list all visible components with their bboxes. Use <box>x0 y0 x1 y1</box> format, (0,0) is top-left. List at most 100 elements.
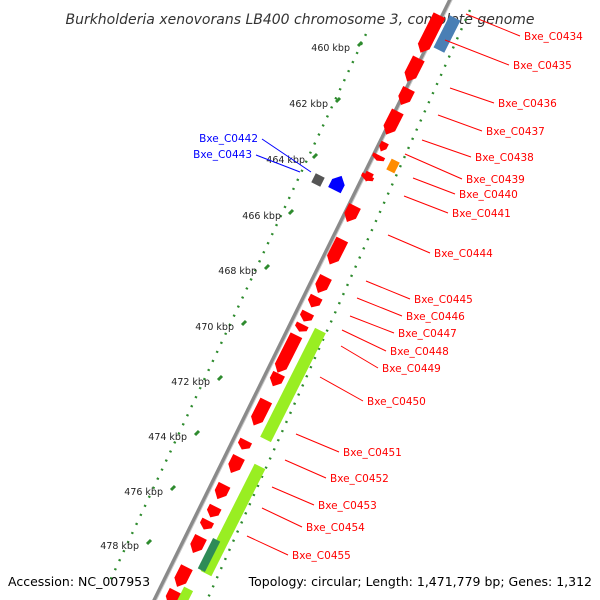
cds-small-a <box>379 140 389 152</box>
rna-blue-0442 <box>328 175 345 194</box>
tick-mark <box>193 429 201 437</box>
gene-leader-line <box>261 507 303 528</box>
tick-label: 460 kbp <box>311 43 350 54</box>
gene-leader-line <box>421 139 472 158</box>
feature-misc-a <box>260 327 326 443</box>
gene-label: Bxe_C0443 <box>193 149 252 161</box>
outer-dotted-track <box>106 33 368 586</box>
cds-forward-19 <box>199 517 215 530</box>
gene-label: Bxe_C0435 <box>513 60 572 72</box>
gene-leader-line <box>449 87 495 104</box>
gene-leader-line <box>246 535 289 556</box>
tick-mark <box>334 96 342 104</box>
tick-mark <box>311 152 319 160</box>
gene-label: Bxe_C0442 <box>199 133 258 145</box>
gene-label: Bxe_C0455 <box>292 550 351 562</box>
gene-label: Bxe_C0436 <box>498 98 557 110</box>
cds-forward-18 <box>206 503 222 518</box>
cds-forward-10 <box>299 309 315 322</box>
gene-leader-line <box>412 177 456 195</box>
cds-forward-15 <box>237 437 253 450</box>
cds-forward-20 <box>190 534 207 554</box>
cds-forward-16 <box>228 454 245 474</box>
gene-leader-line <box>295 433 340 453</box>
cds-forward-1 <box>404 55 425 82</box>
gene-label: Bxe_C0451 <box>343 447 402 459</box>
gene-label: Bxe_C0454 <box>306 522 365 534</box>
cds-small-b <box>364 170 374 182</box>
tick-mark <box>356 40 364 48</box>
tick-mark <box>263 263 271 271</box>
cds-forward-3 <box>383 108 404 135</box>
tick-mark <box>287 208 295 216</box>
cds-forward-7 <box>327 236 349 265</box>
gene-label: Bxe_C0448 <box>390 346 449 358</box>
gene-label: Bxe_C0441 <box>452 208 511 220</box>
gene-label: Bxe_C0440 <box>459 189 518 201</box>
gene-leader-line <box>341 329 387 352</box>
cds-forward-11 <box>295 321 309 332</box>
cds-forward-13 <box>269 370 285 387</box>
gene-label: Bxe_C0444 <box>434 248 493 260</box>
gene-label-layer: Bxe_C0434 Bxe_C0435 Bxe_C0436 Bxe_C0437 Bxe_… <box>193 13 583 562</box>
topology-label: Topology: circular; Length: 1,471,779 bp… <box>248 574 592 589</box>
gene-leader-line <box>365 280 411 300</box>
tick-label: 476 kbp <box>124 487 163 498</box>
gene-leader-line <box>349 315 395 334</box>
gene-label: Bxe_C0437 <box>486 126 545 138</box>
cds-forward-22 <box>165 587 182 600</box>
gene-leader-line <box>404 153 463 180</box>
tick-mark <box>145 538 153 546</box>
tick-label: 478 kbp <box>100 541 139 552</box>
gene-leader-line <box>465 13 521 37</box>
tick-label: 464 kbp <box>266 155 305 166</box>
gene-label: Bxe_C0453 <box>318 500 377 512</box>
gene-leader-line <box>271 486 315 506</box>
gene-leader-line <box>261 138 312 173</box>
gene-leader-line <box>437 114 483 132</box>
gene-leader-line <box>387 234 431 254</box>
cds-forward-12 <box>274 332 303 373</box>
tick-label: 468 kbp <box>218 266 257 277</box>
gene-label: Bxe_C0447 <box>398 328 457 340</box>
tick-layer: 460 kbp 462 kbp 464 kbp 466 kbp 468 kbp 470 k… <box>100 40 364 552</box>
gene-label: Bxe_C0438 <box>475 152 534 164</box>
gene-label: Bxe_C0446 <box>406 311 465 323</box>
accession-label: Accession: NC_007953 <box>8 574 150 589</box>
feature-blue-top <box>433 15 461 53</box>
gene-label: Bxe_C0450 <box>367 396 426 408</box>
feature-layer <box>165 12 461 600</box>
gene-label: Bxe_C0439 <box>466 174 525 186</box>
gene-label: Bxe_C0445 <box>414 294 473 306</box>
tick-label: 474 kbp <box>148 432 187 443</box>
cds-forward-6 <box>344 203 361 223</box>
gene-label: Bxe_C0452 <box>330 473 389 485</box>
feature-dark-green <box>197 538 221 572</box>
gene-leader-line <box>444 39 510 66</box>
cds-forward-4 <box>372 152 386 162</box>
cds-forward-8 <box>315 274 332 294</box>
tick-label: 462 kbp <box>289 99 328 110</box>
rna-grey <box>311 173 325 187</box>
tick-mark <box>169 484 177 492</box>
cds-forward-0 <box>417 12 446 53</box>
inner-dotted-track <box>206 9 472 599</box>
cds-forward-9 <box>307 293 323 308</box>
gene-leader-line <box>340 345 379 369</box>
feature-misc-c <box>177 586 194 600</box>
tick-label: 466 kbp <box>242 211 281 222</box>
gene-label: Bxe_C0449 <box>382 363 441 375</box>
gene-leader-line <box>255 154 301 173</box>
feature-orange <box>386 158 400 174</box>
gene-leader-line <box>284 459 327 479</box>
cds-forward-14 <box>251 397 273 426</box>
cds-forward-21 <box>174 564 193 587</box>
tick-label: 470 kbp <box>195 322 234 333</box>
tick-label: 472 kbp <box>171 377 210 388</box>
cds-forward-17 <box>214 481 231 500</box>
tick-mark <box>240 319 248 327</box>
tick-mark <box>216 374 224 382</box>
gene-label: Bxe_C0434 <box>524 31 583 43</box>
